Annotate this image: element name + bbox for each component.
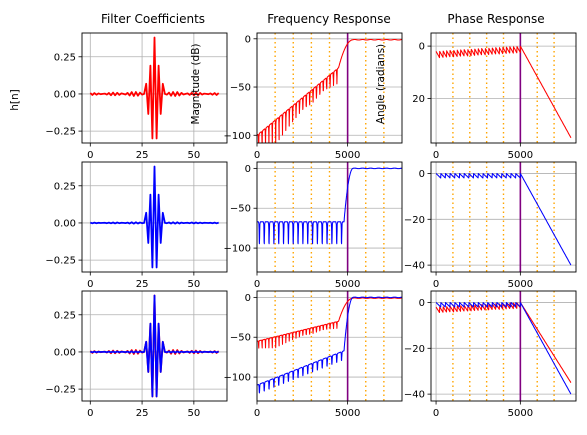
plot-area xyxy=(257,291,402,401)
x-tick-label: 50 xyxy=(187,150,200,161)
plot-area xyxy=(90,165,219,269)
x-tick-label: 50 xyxy=(187,279,200,290)
series-filter-b xyxy=(90,294,219,398)
x-tick-label: 5000 xyxy=(508,150,533,161)
ylabel-magnitude: Magnitude (dB) xyxy=(190,43,202,124)
y-tick-label: −20 xyxy=(404,215,425,226)
axes-frame xyxy=(430,290,577,402)
plot-area xyxy=(435,33,572,143)
series-filter-a xyxy=(257,38,402,143)
x-tick-label: 5000 xyxy=(508,279,533,290)
axes-frame xyxy=(81,32,228,144)
x-tick-label: 25 xyxy=(136,150,149,161)
panel-phase-1: 0 5000 20 0 xyxy=(412,32,577,161)
plot-area xyxy=(435,162,572,272)
x-tick-label: 0 xyxy=(433,408,439,419)
x-tick-label: 0 xyxy=(254,279,260,290)
y-tick-label: 0 xyxy=(245,164,251,175)
y-tick-label: −100 xyxy=(224,373,251,384)
panel-freq-3: 0 5000 −100 −50 0 xyxy=(224,290,403,419)
x-tick-label: 5000 xyxy=(508,408,533,419)
y-tick-label: 0 xyxy=(419,42,425,53)
y-tick-label: −100 xyxy=(224,131,251,142)
x-tick-label: 0 xyxy=(87,150,93,161)
panel-freq-2: 0 5000 −100 −50 0 xyxy=(224,161,403,290)
x-tick-label: 5000 xyxy=(335,408,360,419)
axes-frame xyxy=(256,290,403,402)
y-tick-label: 0.00 xyxy=(54,218,76,229)
axes-frame xyxy=(430,161,577,273)
y-tick-label: 0.25 xyxy=(54,310,76,321)
y-tick-label: 0 xyxy=(419,298,425,309)
plot-area xyxy=(257,33,402,143)
y-tick-label: 0.25 xyxy=(54,52,76,63)
panel-phase-2: 0 5000 −40 −20 0 xyxy=(404,161,577,290)
y-tick-label: −40 xyxy=(404,390,425,401)
series-filter-b xyxy=(257,167,402,245)
y-tick-label: 0.00 xyxy=(54,347,76,358)
axes-frame xyxy=(256,161,403,273)
axes-frame xyxy=(81,161,228,273)
panel-coef-2: 0 25 50 −0.25 0.00 0.25 xyxy=(45,161,228,290)
x-tick-label: 0 xyxy=(87,408,93,419)
y-tick-label: −0.25 xyxy=(45,127,76,138)
y-tick-label: −50 xyxy=(230,333,251,344)
series-filter-b xyxy=(435,301,572,395)
series-filter-a xyxy=(257,297,402,349)
series-filter-a xyxy=(435,45,572,139)
plot-area xyxy=(257,162,402,272)
x-tick-label: 0 xyxy=(254,408,260,419)
y-tick-label: −40 xyxy=(404,261,425,272)
ylabel-h-n: h[n] xyxy=(9,89,21,111)
y-tick-label: −0.25 xyxy=(45,256,76,267)
y-tick-label: 0 xyxy=(419,169,425,180)
plot-area xyxy=(89,36,220,140)
x-tick-label: 25 xyxy=(136,279,149,290)
x-tick-label: 0 xyxy=(254,150,260,161)
axes-frame xyxy=(81,290,228,402)
panel-phase-3: 0 5000 −40 −20 0 xyxy=(404,290,577,419)
series-filter-b xyxy=(90,165,219,269)
y-tick-label: −50 xyxy=(230,83,251,94)
panels: 0 25 50−0.250.000.250 5000−100−5000 50002000… xyxy=(45,32,577,419)
x-tick-label: 50 xyxy=(187,408,200,419)
axes-frame xyxy=(430,32,577,144)
y-tick-label: 0.00 xyxy=(54,89,76,100)
series-filter-b xyxy=(435,172,572,266)
x-tick-label: 5000 xyxy=(335,150,360,161)
y-tick-label: −100 xyxy=(224,244,251,255)
series-filter-a xyxy=(89,36,220,140)
x-tick-label: 5000 xyxy=(335,279,360,290)
y-tick-label: −0.25 xyxy=(45,385,76,396)
x-tick-label: 0 xyxy=(433,150,439,161)
y-tick-label: 0 xyxy=(245,293,251,304)
title-frequency-response: Frequency Response xyxy=(267,12,390,26)
y-tick-label: −20 xyxy=(404,344,425,355)
x-tick-label: 0 xyxy=(87,279,93,290)
x-tick-label: 0 xyxy=(433,279,439,290)
axes-frame xyxy=(256,32,403,144)
plot-area xyxy=(89,294,220,398)
plot-area xyxy=(435,291,572,401)
ylabel-angle: Angle (radians) xyxy=(375,44,387,124)
y-tick-label: 0 xyxy=(245,34,251,45)
y-tick-label: 20 xyxy=(412,94,425,105)
panel-coef-3: 0 25 50 −0.25 0.00 0.25 xyxy=(45,290,228,419)
title-phase-response: Phase Response xyxy=(447,12,544,26)
series-filter-b xyxy=(257,296,402,394)
x-tick-label: 25 xyxy=(136,408,149,419)
title-filter-coefficients: Filter Coefficients xyxy=(101,12,205,26)
y-tick-label: 0.25 xyxy=(54,181,76,192)
panel-coef-1: 0 25 50 −0.25 0.00 0.25 xyxy=(45,32,228,161)
panel-freq-1: 0 5000 −100 −50 0 xyxy=(224,32,403,161)
y-tick-label: −50 xyxy=(230,204,251,215)
